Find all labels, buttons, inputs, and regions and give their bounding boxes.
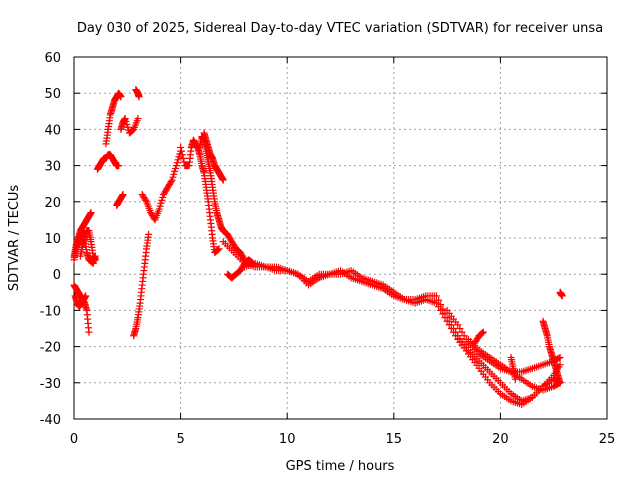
y-tick-label: 30 [44, 160, 61, 175]
y-tick-label: -20 [40, 341, 61, 356]
data-point-plateau-b [447, 325, 455, 332]
data-point-early-mid-b [91, 252, 99, 260]
x-tick-label: 20 [492, 432, 509, 447]
data-point-plateau-b [439, 310, 447, 318]
data-point-peak-3 [219, 176, 227, 184]
data-point-late-branch-c [478, 329, 486, 337]
y-tick-label: 40 [44, 123, 61, 138]
data-point-end-cluster [558, 292, 566, 300]
data-point-spike-2-mid [134, 115, 142, 123]
data-point-spike-1-top [117, 93, 125, 101]
data-point-spike-1-left [115, 162, 123, 170]
data-point-peak-1 [178, 151, 186, 159]
x-tick-label: 25 [599, 432, 616, 447]
y-tick-label: 20 [44, 196, 61, 211]
data-point-plateau-b [452, 332, 460, 340]
x-tick-label: 15 [386, 432, 403, 447]
data-point-spike-2-mid [128, 127, 136, 135]
data-point-late-branch-a [460, 332, 468, 340]
data-point-late-branch-a [456, 325, 464, 332]
y-tick-label: 0 [53, 268, 61, 283]
data-point-late-branch-c [478, 330, 486, 338]
data-point-hump [142, 196, 150, 204]
y-tick-label: 10 [44, 232, 61, 247]
x-axis-label: GPS time / hours [286, 459, 395, 474]
data-point-early-lower-b [82, 292, 90, 300]
x-tick-label: 10 [279, 432, 296, 447]
data-point-peak-1 [215, 245, 223, 253]
data-point-late-branch-a [556, 353, 564, 361]
data-point-peak-1 [214, 246, 222, 254]
data-point-plateau-b [443, 317, 451, 325]
data-point-peak-1 [177, 144, 185, 151]
data-point-plateau-a [556, 361, 564, 369]
data-point-plateau-b [449, 328, 457, 336]
data-point-plateau-b [432, 299, 440, 307]
data-point-late-branch-a [454, 321, 462, 329]
chart-title: Day 030 of 2025, Sidereal Day-to-day VTE… [77, 21, 603, 36]
data-point-plateau-b [437, 306, 445, 314]
data-point-hump [167, 178, 175, 186]
data-point-plateau-a [432, 292, 440, 300]
data-point-early-lower-a [85, 328, 93, 336]
y-tick-label: -10 [40, 304, 61, 319]
y-tick-label: -30 [40, 377, 61, 392]
x-tick-label: 5 [176, 432, 184, 447]
data-point-late-branch-a [555, 354, 563, 362]
data-point-late-branch-c [479, 328, 487, 336]
y-tick-label: 60 [44, 51, 61, 66]
y-tick-label: -40 [40, 413, 61, 428]
data-point-plateau-b [445, 321, 453, 329]
y-axis-label: SDTVAR / TECUs [7, 185, 22, 292]
data-point-late-spike [511, 375, 519, 383]
grid [74, 57, 607, 419]
data-point-plateau-b [441, 314, 449, 322]
data-point-spike-1-low [119, 191, 127, 199]
data-point-late-rise [556, 379, 564, 387]
x-tick-label: 0 [70, 432, 78, 447]
data-point-peak-1 [179, 154, 187, 162]
data-point-peak-1 [177, 147, 185, 155]
axis-ticks: 0 5 10 15 20 25 -40 -30 -20 -10 0 10 20 30 40 50 60 [40, 51, 616, 447]
data-point-plateau-b [435, 303, 443, 311]
data-points [70, 86, 566, 409]
data-point-early-upper [87, 209, 95, 217]
data-point-dip-rise [145, 230, 153, 238]
data-point-late-branch-a [458, 328, 466, 336]
data-point-spike-2-top [135, 93, 143, 101]
y-tick-label: 50 [44, 87, 61, 102]
data-point-peak-1 [213, 246, 221, 254]
